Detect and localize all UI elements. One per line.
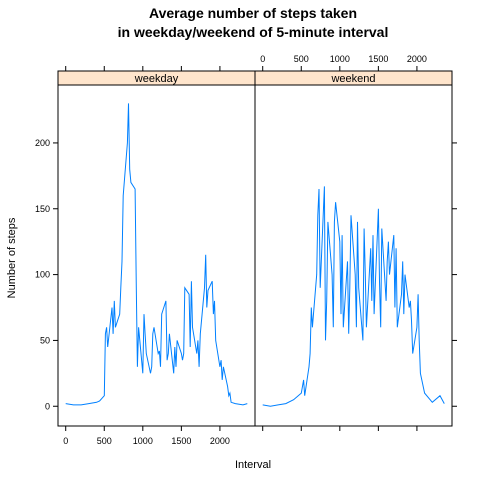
chart-title-line1: Average number of steps taken bbox=[149, 5, 357, 21]
x-tick-label-bottom: 500 bbox=[97, 436, 112, 446]
y-axis-label: Number of steps bbox=[6, 217, 18, 298]
x-tick-label-bottom: 1000 bbox=[133, 436, 153, 446]
y-tick-label: 50 bbox=[40, 335, 50, 345]
x-tick-label-top: 2000 bbox=[407, 54, 427, 64]
x-axis-label: Interval bbox=[235, 459, 271, 471]
x-tick-label-top: 500 bbox=[294, 54, 309, 64]
strip-label-weekend: weekend bbox=[330, 73, 375, 85]
y-tick-label: 0 bbox=[45, 401, 50, 411]
x-tick-label-top: 0 bbox=[260, 54, 265, 64]
strip-label-weekday: weekday bbox=[134, 73, 179, 85]
chart-title-line2: in weekday/weekend of 5-minute interval bbox=[118, 24, 389, 40]
series-line-weekday bbox=[65, 103, 248, 406]
y-tick-label: 200 bbox=[35, 138, 50, 148]
y-tick-label: 150 bbox=[35, 204, 50, 214]
x-tick-label-top: 1500 bbox=[368, 54, 388, 64]
x-tick-label-bottom: 1500 bbox=[171, 436, 191, 446]
y-tick-label: 100 bbox=[35, 270, 50, 280]
x-tick-label-top: 1000 bbox=[330, 54, 350, 64]
x-tick-label-bottom: 2000 bbox=[210, 436, 230, 446]
panel-border-weekend bbox=[254, 84, 453, 427]
x-tick-label-bottom: 0 bbox=[63, 436, 68, 446]
series-line-weekend bbox=[262, 186, 445, 407]
